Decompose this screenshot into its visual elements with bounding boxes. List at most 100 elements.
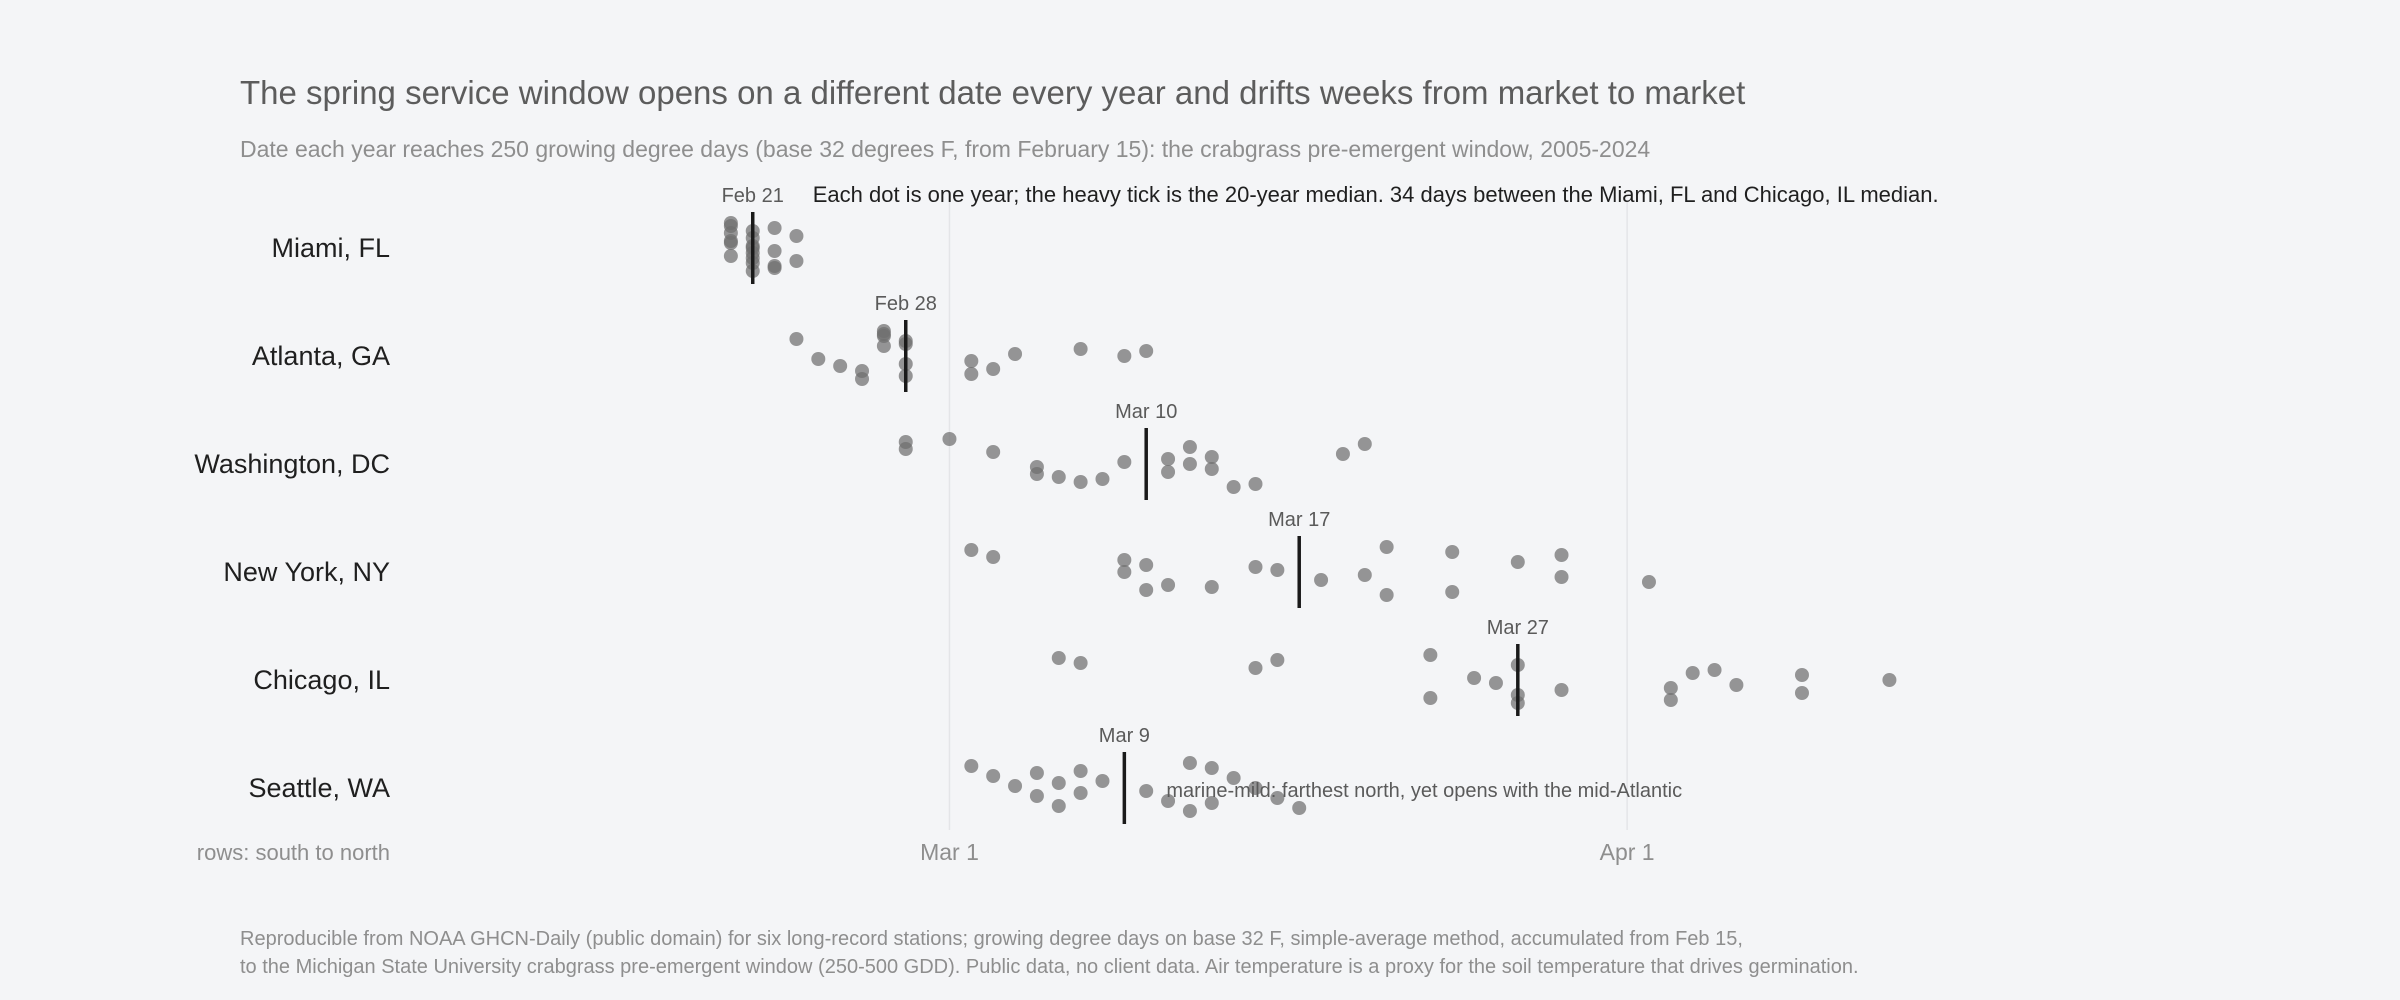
- year-dot: [1357, 568, 1372, 582]
- row-label: New York, NY: [223, 557, 390, 587]
- row-label: Miami, FL: [271, 233, 390, 263]
- year-dot: [1510, 555, 1525, 569]
- year-dot: [855, 364, 870, 378]
- year-dot: [1051, 651, 1066, 665]
- year-dot: [1139, 558, 1154, 572]
- strip-plot: Mar 1 Apr 1 rows: south to north Miami, FL F…: [194, 182, 1939, 865]
- year-dot: [1073, 342, 1088, 356]
- year-dot: [986, 550, 1001, 564]
- footnote-line-2: to the Michigan State University crabgra…: [240, 956, 1859, 978]
- year-dot: [1423, 648, 1438, 662]
- year-dot: [1008, 779, 1023, 793]
- year-dot: [1379, 588, 1394, 602]
- year-dot: [1204, 462, 1219, 476]
- year-dot: [1707, 663, 1722, 677]
- median-label: Feb 21: [722, 185, 784, 207]
- year-dot: [1685, 666, 1700, 680]
- year-dot: [1794, 686, 1809, 700]
- year-dot: [1204, 796, 1219, 810]
- year-dot: [964, 543, 979, 557]
- median-label: Feb 28: [875, 293, 937, 315]
- year-dot: [986, 769, 1001, 783]
- year-dot: [1379, 540, 1394, 554]
- row-label: Atlanta, GA: [252, 341, 390, 371]
- x-tick-label: Apr 1: [1600, 839, 1655, 865]
- year-dot: [1073, 764, 1088, 778]
- year-dot: [1161, 794, 1176, 808]
- y-axis-label: rows: south to north: [197, 840, 390, 865]
- year-dot: [1029, 766, 1044, 780]
- year-dot: [986, 362, 1001, 376]
- year-dot: [1467, 671, 1482, 685]
- year-dot: [1182, 804, 1197, 818]
- year-dot: [789, 254, 804, 268]
- year-dot: [964, 354, 979, 368]
- year-dot: [986, 445, 1001, 459]
- year-dot: [767, 244, 782, 258]
- year-dot: [1073, 475, 1088, 489]
- year-dot: [1204, 761, 1219, 775]
- year-dot: [1423, 691, 1438, 705]
- year-dot: [789, 229, 804, 243]
- row-label: Chicago, IL: [253, 665, 390, 695]
- year-dot: [1139, 784, 1154, 798]
- year-dot: [811, 352, 826, 366]
- year-dot: [1139, 344, 1154, 358]
- year-dot: [1095, 774, 1110, 788]
- year-dot: [1182, 756, 1197, 770]
- year-dot: [1095, 472, 1110, 486]
- year-dot: [1445, 585, 1460, 599]
- year-dot: [767, 261, 782, 275]
- year-dot: [1182, 440, 1197, 454]
- year-dot: [789, 332, 804, 346]
- year-dot: [1117, 553, 1132, 567]
- year-dot: [1292, 801, 1307, 815]
- year-dot: [876, 339, 891, 353]
- row-label: Washington, DC: [194, 449, 390, 479]
- year-dot: [1029, 789, 1044, 803]
- year-dot: [1117, 349, 1132, 363]
- x-tick-label: Mar 1: [920, 839, 979, 865]
- year-dot: [1882, 673, 1897, 687]
- chart-title: The spring service window opens on a dif…: [240, 74, 1746, 111]
- year-dot: [1073, 786, 1088, 800]
- year-dot: [833, 359, 848, 373]
- row-label: Seattle, WA: [248, 773, 390, 803]
- year-dot: [1226, 771, 1241, 785]
- median-label: Mar 17: [1268, 509, 1330, 531]
- year-dot: [1335, 447, 1350, 461]
- chart-subtitle: Date each year reaches 250 growing degre…: [240, 136, 1651, 162]
- year-dot: [1554, 683, 1569, 697]
- year-dot: [1270, 791, 1285, 805]
- year-dot: [1248, 661, 1263, 675]
- year-dot: [1161, 465, 1176, 479]
- median-label: Mar 10: [1115, 401, 1177, 423]
- year-dot: [898, 442, 913, 456]
- year-dot: [1117, 565, 1132, 579]
- year-dot: [1729, 678, 1744, 692]
- year-dot: [1270, 563, 1285, 577]
- year-dot: [1182, 457, 1197, 471]
- year-dot: [767, 221, 782, 235]
- year-dot: [1641, 575, 1656, 589]
- year-dot: [1794, 668, 1809, 682]
- year-dot: [1663, 681, 1678, 695]
- series-note: marine-mild: farthest north, yet opens w…: [1166, 780, 1682, 802]
- median-label: Mar 27: [1487, 617, 1549, 639]
- year-dot: [1248, 560, 1263, 574]
- year-dot: [876, 324, 891, 338]
- year-dot: [1226, 480, 1241, 494]
- year-dot: [1357, 437, 1372, 451]
- chart-annotation: Each dot is one year; the heavy tick is …: [813, 182, 1939, 207]
- year-dot: [1204, 450, 1219, 464]
- year-dot: [1051, 776, 1066, 790]
- year-dot: [1554, 570, 1569, 584]
- year-dot: [1314, 573, 1329, 587]
- year-dot: [1073, 656, 1088, 670]
- year-dot: [1204, 580, 1219, 594]
- year-dot: [1554, 548, 1569, 562]
- year-dot: [1248, 477, 1263, 491]
- year-dot: [723, 236, 738, 250]
- year-dot: [1051, 799, 1066, 813]
- year-dot: [1663, 693, 1678, 707]
